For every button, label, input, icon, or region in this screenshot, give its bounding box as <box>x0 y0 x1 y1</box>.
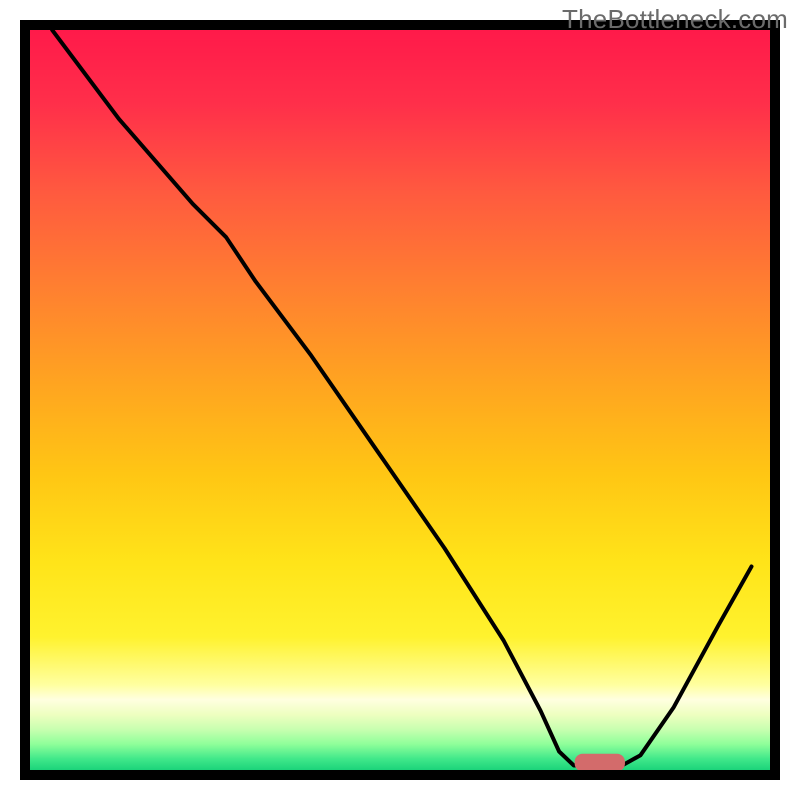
watermark-text: TheBottleneck.com <box>562 4 788 35</box>
optimum-marker <box>575 754 625 772</box>
bottleneck-chart <box>0 0 800 800</box>
chart-background <box>30 30 770 770</box>
chart-container: TheBottleneck.com <box>0 0 800 800</box>
